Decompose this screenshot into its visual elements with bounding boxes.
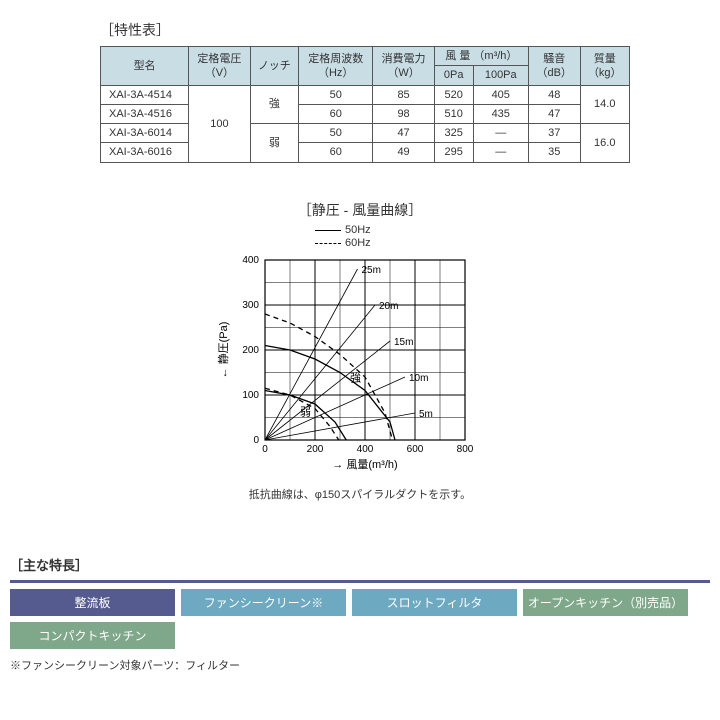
cell: 60 [299,104,373,123]
svg-text:400: 400 [242,255,259,266]
cell: 50 [299,124,373,143]
cell-model: XAI-3A-6014 [101,124,189,143]
cell: 405 [473,85,528,104]
svg-text:→ 風量(m³/h): → 風量(m³/h) [332,458,397,471]
static-pressure-chart: 0 200 400 600 800 0 100 200 300 400 ← 静圧(Pa) → 風量(m… [210,250,510,480]
th-airflow: 風 量 （m³/h） [434,47,528,66]
cell-model: XAI-3A-6016 [101,143,189,162]
svg-text:5m: 5m [419,409,433,420]
chart-note: 抵抗曲線は、φ150スパイラルダクトを示す。 [200,486,520,502]
th-airflow-0: 0Pa [434,66,473,85]
chart-title: ［静圧 - 風量曲線］ [200,200,520,220]
svg-text:600: 600 [407,444,424,455]
cell: 48 [528,85,580,104]
feature-tag: オープンキッチン（別売品） [523,589,688,616]
svg-text:15m: 15m [394,337,413,348]
svg-text:100: 100 [242,390,259,401]
th-mass: 質量（kg） [580,47,630,86]
cell: 60 [299,143,373,162]
svg-text:20m: 20m [379,301,398,312]
cell: 510 [434,104,473,123]
svg-text:800: 800 [457,444,474,455]
svg-text:300: 300 [242,300,259,311]
feature-tag: コンパクトキッチン [10,622,175,649]
cell-mass: 16.0 [580,124,630,163]
feature-tag: スロットフィルタ [352,589,517,616]
spec-table-title: ［特性表］ [100,20,630,40]
cell-voltage: 100 [189,85,250,162]
th-noise: 騒音（dB） [528,47,580,86]
spec-table: 型名 定格電圧（V） ノッチ 定格周波数（Hz） 消費電力（W） 風 量 （m³… [100,46,630,163]
svg-text:強: 強 [350,372,361,385]
svg-text:← 静圧(Pa): ← 静圧(Pa) [216,322,230,379]
features-divider [10,580,710,583]
th-model: 型名 [101,47,189,86]
chart-section: ［静圧 - 風量曲線］ 50Hz 60Hz 0 200 400 600 800 0 100 2… [200,200,520,502]
th-airflow-100: 100Pa [473,66,528,85]
cell: 520 [434,85,473,104]
features-section: ［主な特長］ 整流板ファンシークリーン※スロットフィルタオープンキッチン（別売品… [10,555,710,673]
cell-model: XAI-3A-4514 [101,85,189,104]
legend-50hz: 50Hz [345,224,371,236]
svg-text:200: 200 [242,345,259,356]
svg-text:200: 200 [307,444,324,455]
cell: 37 [528,124,580,143]
svg-text:0: 0 [262,444,268,455]
cell: 325 [434,124,473,143]
cell: — [473,143,528,162]
svg-text:400: 400 [357,444,374,455]
spec-table-section: ［特性表］ 型名 定格電圧（V） ノッチ 定格周波数（Hz） 消費電力（W） 風… [100,20,630,163]
cell-notch-strong: 強 [250,85,298,124]
cell-model: XAI-3A-4516 [101,104,189,123]
cell: 50 [299,85,373,104]
cell: 85 [373,85,434,104]
svg-text:10m: 10m [409,373,428,384]
cell-notch-weak: 弱 [250,124,298,163]
cell: 47 [528,104,580,123]
cell: — [473,124,528,143]
chart-legend: 50Hz 60Hz [200,224,520,250]
cell: 35 [528,143,580,162]
legend-60hz: 60Hz [345,237,371,249]
th-voltage: 定格電圧（V） [189,47,250,86]
svg-text:25m: 25m [362,265,381,276]
th-notch: ノッチ [250,47,298,86]
cell: 295 [434,143,473,162]
cell: 435 [473,104,528,123]
features-title: ［主な特長］ [10,555,710,574]
cell: 49 [373,143,434,162]
cell: 47 [373,124,434,143]
cell: 98 [373,104,434,123]
svg-text:弱: 弱 [300,406,311,419]
svg-text:0: 0 [253,435,259,446]
feature-tag: 整流板 [10,589,175,616]
features-note: ※ファンシークリーン対象パーツ：フィルター [10,657,710,673]
feature-tags: 整流板ファンシークリーン※スロットフィルタオープンキッチン（別売品） コンパクトキ… [10,589,710,649]
cell-mass: 14.0 [580,85,630,124]
feature-tag: ファンシークリーン※ [181,589,346,616]
th-power: 消費電力（W） [373,47,434,86]
spec-table-body: XAI-3A-4514 100 強 50 85 520 405 48 14.0 … [101,85,630,162]
th-freq: 定格周波数（Hz） [299,47,373,86]
